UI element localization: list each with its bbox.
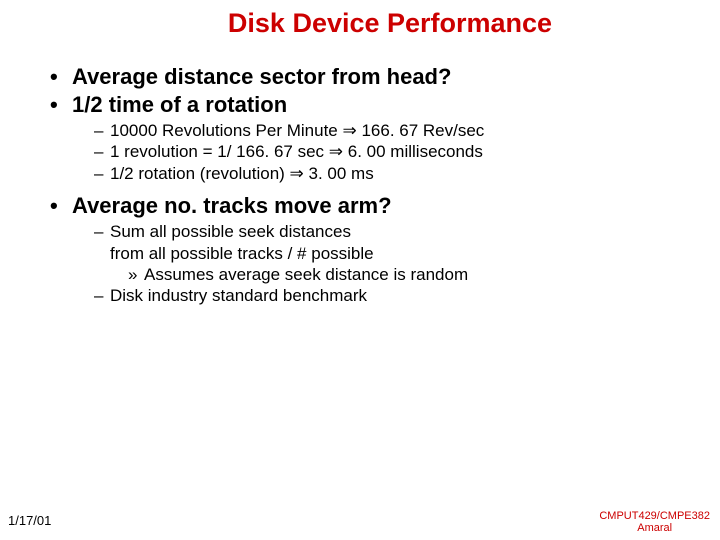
arrow-icon: ⇒	[342, 121, 356, 140]
sub-2-2a: 1 revolution = 1/ 166. 67 sec	[110, 142, 329, 161]
sub-3-2-text: Disk industry standard benchmark	[110, 286, 367, 305]
sub-2-2b: 6. 00 milliseconds	[343, 142, 483, 161]
arrow-icon: ⇒	[290, 164, 304, 183]
bullet-3-subs: –Sum all possible seek distances from al…	[94, 221, 700, 306]
sub-3-1-line1: Sum all possible seek distances	[110, 222, 351, 241]
dash-icon: –	[94, 120, 110, 141]
bullet-1-text: Average distance sector from head?	[72, 64, 451, 89]
sub-3-1-sub: »Assumes average seek distance is random	[128, 264, 700, 285]
dash-icon: –	[94, 141, 110, 162]
sub-2-3a: 1/2 rotation (revolution)	[110, 164, 290, 183]
dash-icon: –	[94, 163, 110, 184]
dash-spacer	[94, 243, 110, 264]
footer-course-line1: CMPUT429/CMPE382	[599, 510, 710, 522]
sub-3-1: –Sum all possible seek distances from al…	[94, 221, 700, 264]
slide-title: Disk Device Performance	[0, 0, 720, 39]
bullet-2-text: 1/2 time of a rotation	[72, 92, 287, 117]
bullet-2-subs: –10000 Revolutions Per Minute ⇒ 166. 67 …	[94, 120, 700, 184]
bullet-dot: •	[50, 63, 72, 91]
sub-2-1: –10000 Revolutions Per Minute ⇒ 166. 67 …	[94, 120, 700, 141]
sub-2-2: –1 revolution = 1/ 166. 67 sec ⇒ 6. 00 m…	[94, 141, 700, 162]
dash-icon: –	[94, 285, 110, 306]
arrow-icon: ⇒	[329, 142, 343, 161]
sub-3-1-line2: from all possible tracks / # possible	[110, 244, 374, 263]
sub-2-1b: 166. 67 Rev/sec	[357, 121, 485, 140]
bullet-dot: •	[50, 192, 72, 220]
footer-course-line2: Amaral	[599, 522, 710, 534]
footer-course: CMPUT429/CMPE382 Amaral	[599, 510, 710, 534]
bullet-3: •Average no. tracks move arm?	[50, 192, 700, 220]
raquo-icon: »	[128, 264, 144, 285]
sub-2-3: –1/2 rotation (revolution) ⇒ 3. 00 ms	[94, 163, 700, 184]
dash-icon: –	[94, 221, 110, 242]
sub-2-3b: 3. 00 ms	[304, 164, 374, 183]
sub-3-2: –Disk industry standard benchmark	[94, 285, 700, 306]
footer-date: 1/17/01	[8, 513, 51, 528]
bullet-3-text: Average no. tracks move arm?	[72, 193, 392, 218]
content-area: •Average distance sector from head? •1/2…	[0, 39, 720, 306]
sub-3-1-sub-text: Assumes average seek distance is random	[144, 265, 468, 284]
bullet-1: •Average distance sector from head?	[50, 63, 700, 91]
bullet-dot: •	[50, 91, 72, 119]
sub-2-1a: 10000 Revolutions Per Minute	[110, 121, 342, 140]
bullet-2: •1/2 time of a rotation	[50, 91, 700, 119]
